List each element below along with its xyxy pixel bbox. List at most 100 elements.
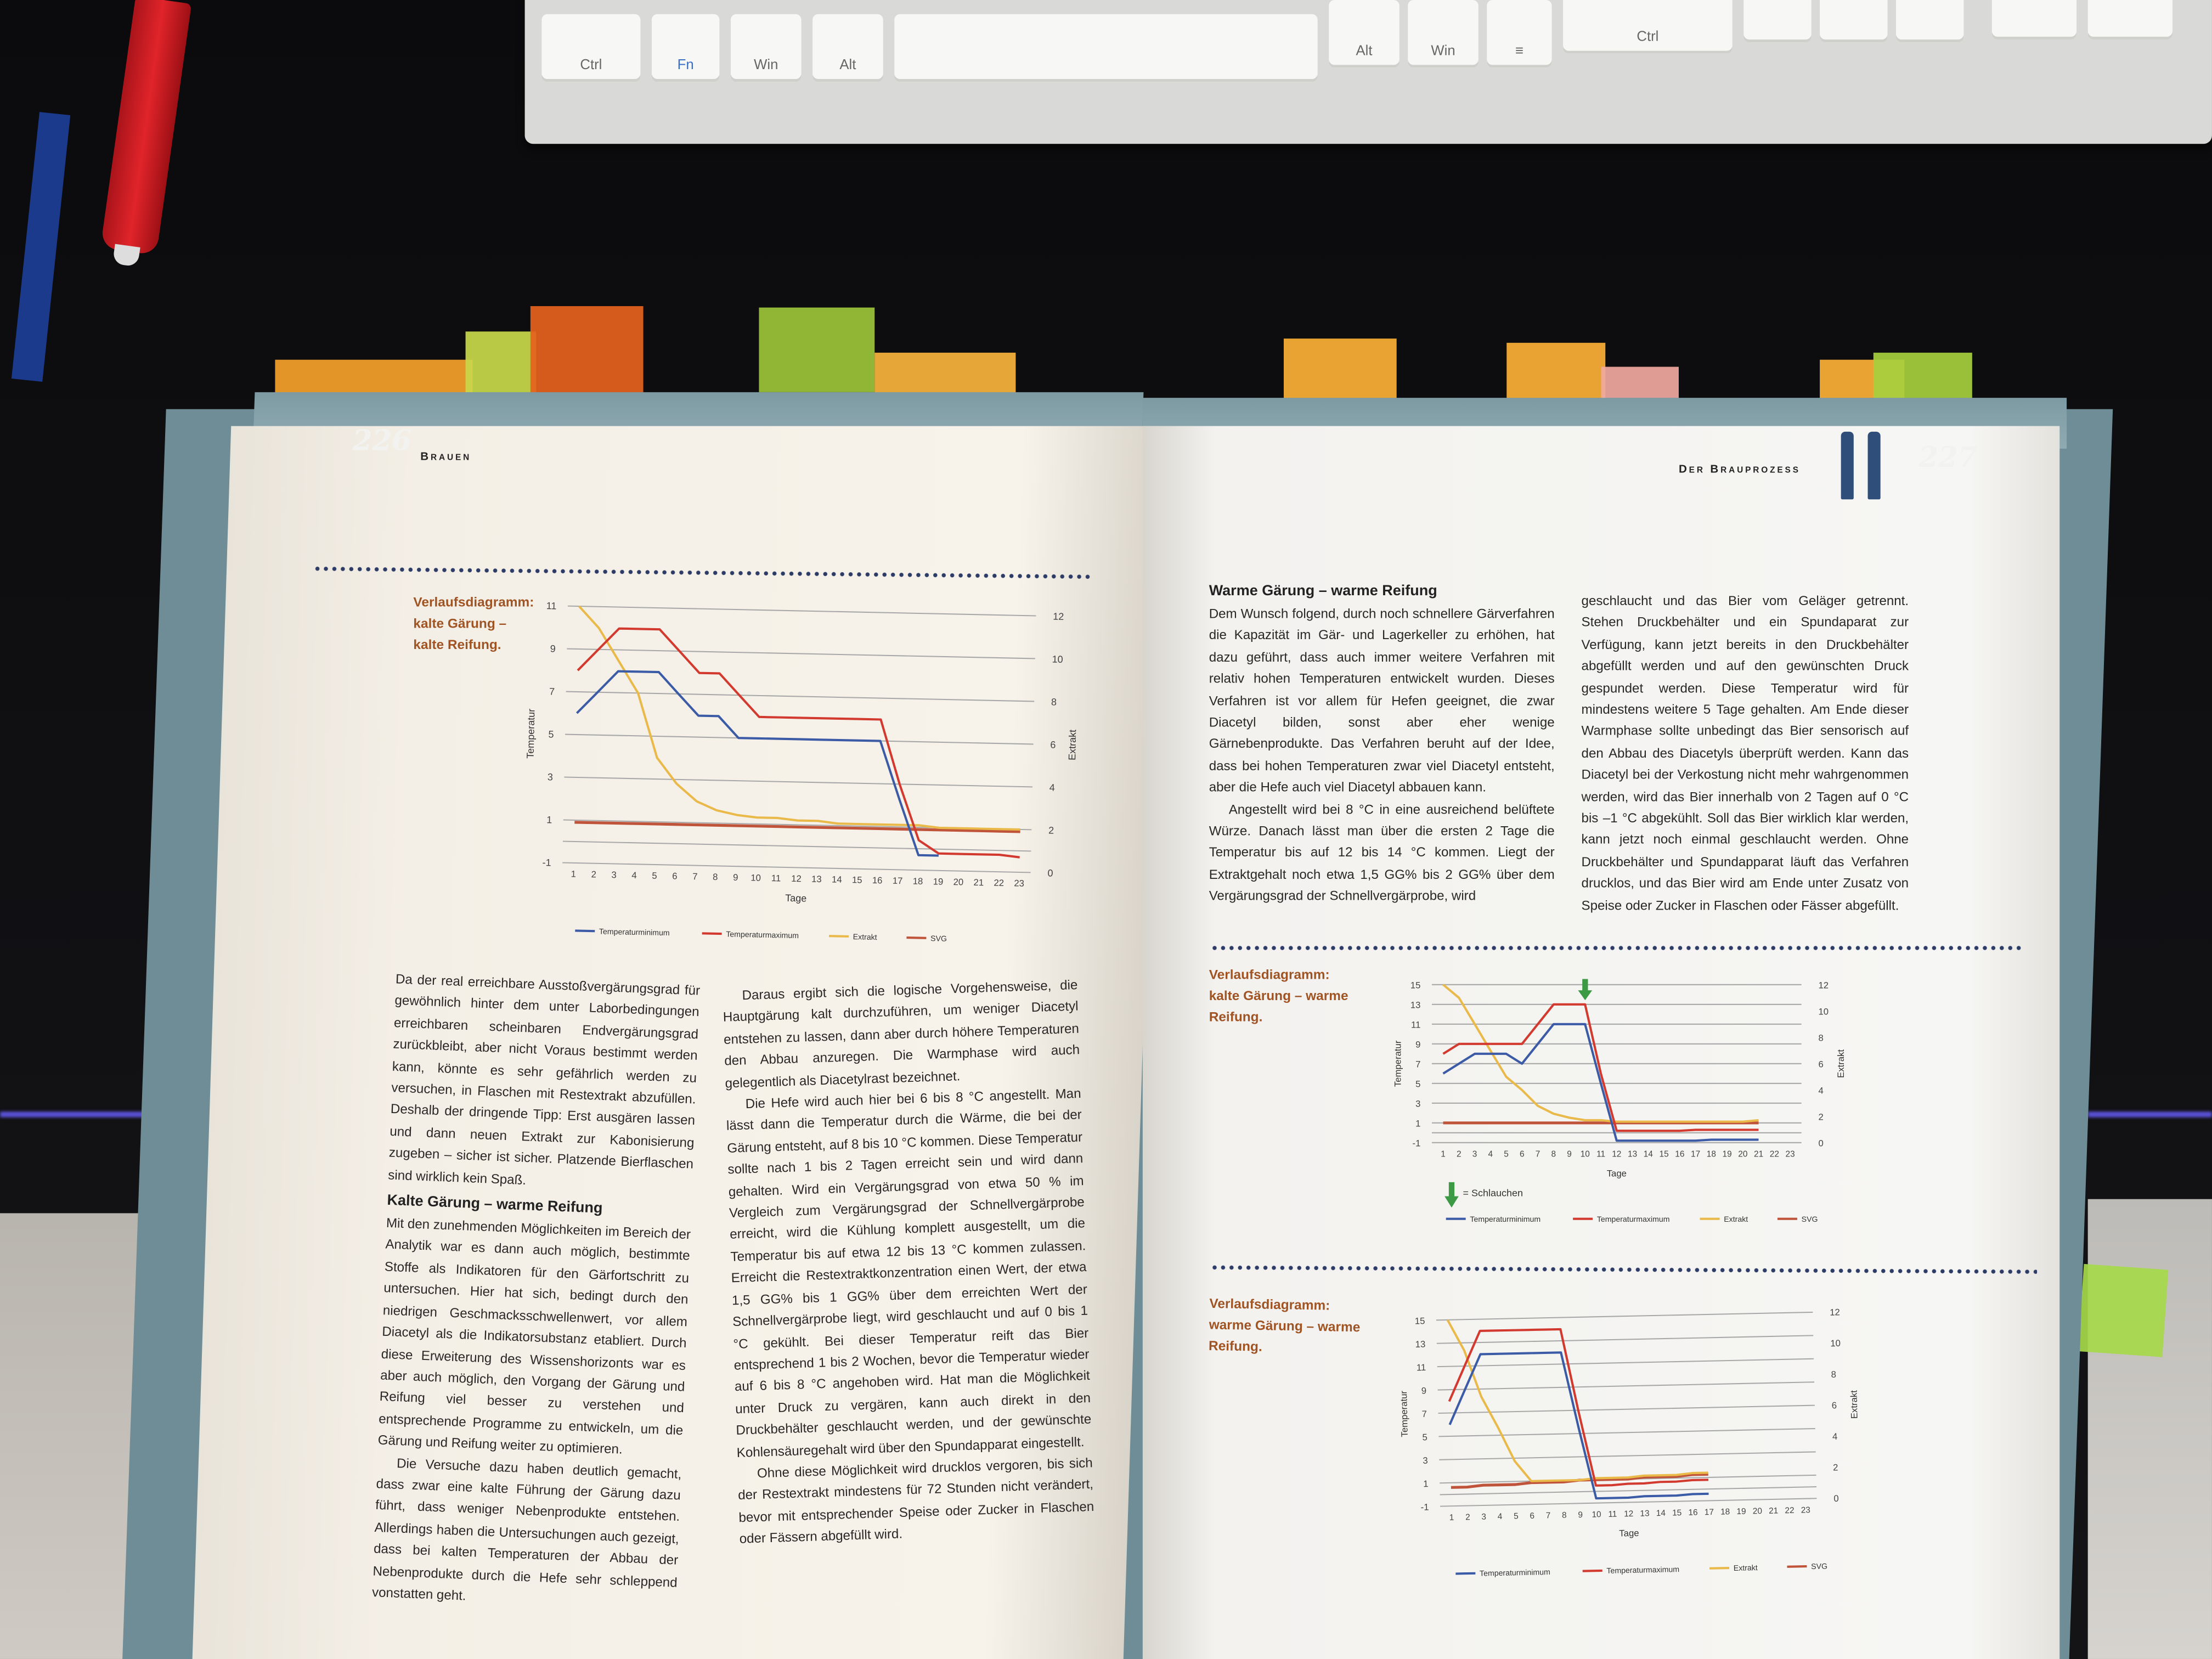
x-tick-label: 1: [1449, 1513, 1454, 1522]
gridline: [1438, 1427, 1815, 1437]
caption-line: kalte Reifung.: [413, 637, 501, 653]
x-tick-label: 22: [1770, 1150, 1779, 1159]
gridline: [1438, 1404, 1815, 1414]
y-tick-label: 11: [1411, 1019, 1420, 1030]
paragraph: Angestellt wird bei 8 °C in eine ausreic…: [1209, 800, 1555, 904]
keyboard: Ctrl Fn Win Alt Alt Win ≡ Ctrl: [524, 0, 2212, 144]
y-tick-label: 5: [1422, 1432, 1427, 1442]
gridline: [1436, 1335, 1814, 1344]
y2-tick-label: 6: [1832, 1400, 1837, 1410]
y-tick-label: 7: [1415, 1059, 1420, 1069]
y-tick-label: -1: [542, 857, 551, 868]
key-arrow-down[interactable]: [1820, 0, 1888, 43]
x-tick-label: 15: [1672, 1508, 1681, 1517]
x-tick-label: 6: [672, 871, 678, 881]
key-ctrl-left[interactable]: Ctrl: [541, 14, 641, 82]
key-ins[interactable]: [1991, 0, 2077, 40]
key-fn[interactable]: Fn: [651, 14, 720, 82]
key-win-left[interactable]: Win: [730, 14, 802, 82]
y2-tick-label: 10: [1830, 1338, 1841, 1348]
x-tick-label: 23: [1014, 878, 1024, 888]
y2-tick-label: 4: [1049, 782, 1055, 793]
y-tick-label: 9: [1421, 1385, 1427, 1396]
legend-label: Temperaturmaximum: [726, 929, 799, 940]
key-label: Alt: [1356, 43, 1373, 59]
y2-axis-label: Extrakt: [1836, 1049, 1846, 1077]
x-tick-label: 5: [1514, 1511, 1519, 1521]
key-del[interactable]: [2087, 0, 2172, 40]
x-tick-label: 20: [1753, 1506, 1762, 1516]
caption-line: Verlaufsdiagramm:: [1209, 1296, 1330, 1314]
y2-tick-label: 0: [1047, 867, 1053, 878]
desk-led-strip: [2087, 1111, 2212, 1118]
y2-tick-label: 8: [1831, 1369, 1836, 1380]
x-tick-label: 10: [1592, 1510, 1601, 1519]
y2-tick-label: 2: [1048, 825, 1054, 836]
caption-line: Verlaufsdiagramm:: [413, 595, 534, 611]
right-page: [1142, 426, 2060, 1659]
x-tick-label: 19: [933, 876, 943, 887]
y2-tick-label: 4: [1832, 1431, 1838, 1442]
pen-tip: [112, 244, 140, 267]
legend-label: Temperaturminimum: [599, 927, 670, 937]
x-tick-label: 12: [1624, 1509, 1633, 1519]
key-label: Ctrl: [580, 58, 602, 74]
left-column-1: Da der real erreichbare Ausstoßvergärung…: [371, 968, 701, 1615]
x-tick-label: 18: [1707, 1150, 1716, 1159]
key-alt-left[interactable]: Alt: [812, 14, 883, 82]
gridline: [1439, 1451, 1816, 1460]
legend-label: Temperaturmaximum: [1606, 1565, 1679, 1575]
x-tick-label: 4: [1498, 1512, 1503, 1521]
x-tick-label: 16: [872, 875, 883, 885]
sticky-note: [1506, 342, 1606, 407]
series-line-temperaturmaximum: [1448, 1328, 1709, 1487]
x-tick-label: 10: [1581, 1150, 1590, 1159]
key-alt-right[interactable]: Alt: [1329, 0, 1400, 68]
x-tick-label: 14: [1644, 1150, 1654, 1159]
x-tick-label: 17: [1691, 1150, 1700, 1159]
key-label: Ctrl: [1637, 29, 1659, 46]
page-number-left: 226: [352, 423, 412, 458]
x-tick-label: 8: [1562, 1511, 1567, 1520]
x-tick-label: 3: [1481, 1513, 1486, 1522]
key-menu[interactable]: ≡: [1487, 0, 1552, 68]
x-tick-label: 21: [1754, 1150, 1763, 1159]
y-tick-label: 15: [1415, 1316, 1425, 1326]
sticky-note: [2078, 1263, 2169, 1357]
legend-label: SVG: [1802, 1215, 1818, 1223]
red-pen: [100, 0, 192, 267]
caption-line: Reifung.: [1209, 1010, 1263, 1026]
beer-bottle-icon: [1841, 431, 1854, 500]
x-tick-label: 15: [852, 874, 862, 885]
running-head-right: Der Brauprozess: [1678, 462, 1801, 476]
key-win-right[interactable]: Win: [1408, 0, 1479, 68]
x-tick-label: 23: [1801, 1505, 1810, 1515]
x-tick-label: 4: [631, 870, 637, 881]
sticky-note: [759, 307, 875, 392]
x-tick-label: 21: [973, 877, 984, 888]
legend-swatch: [1787, 1565, 1807, 1568]
x-tick-label: 3: [1472, 1150, 1477, 1159]
y-tick-label: 15: [1410, 980, 1421, 990]
gridline: [1436, 1311, 1813, 1321]
y-tick-label: 13: [1415, 1339, 1426, 1350]
x-tick-label: 10: [751, 872, 761, 883]
key-label: Fn: [677, 58, 694, 74]
legend-label: Temperaturminimum: [1470, 1215, 1541, 1223]
key-ctrl-right[interactable]: Ctrl: [1563, 0, 1733, 54]
key-arrow-right[interactable]: [1895, 0, 1964, 43]
paragraph: Da der real erreichbare Ausstoßvergärung…: [387, 970, 701, 1187]
legend-arrow-icon: [1444, 1182, 1459, 1208]
legend-swatch: [702, 932, 722, 935]
legend-label: SVG: [1811, 1561, 1827, 1571]
chart-caption-3: Verlaufsdiagramm: warme Gärung – warme R…: [1209, 1294, 1361, 1360]
y-tick-label: 11: [546, 600, 557, 611]
key-arrow-left[interactable]: [1743, 0, 1812, 43]
gridline: [1440, 1498, 1817, 1507]
key-space[interactable]: [894, 14, 1318, 82]
y2-tick-label: 2: [1833, 1462, 1838, 1472]
y-tick-label: 11: [1417, 1362, 1426, 1373]
x-tick-label: 20: [953, 877, 963, 887]
